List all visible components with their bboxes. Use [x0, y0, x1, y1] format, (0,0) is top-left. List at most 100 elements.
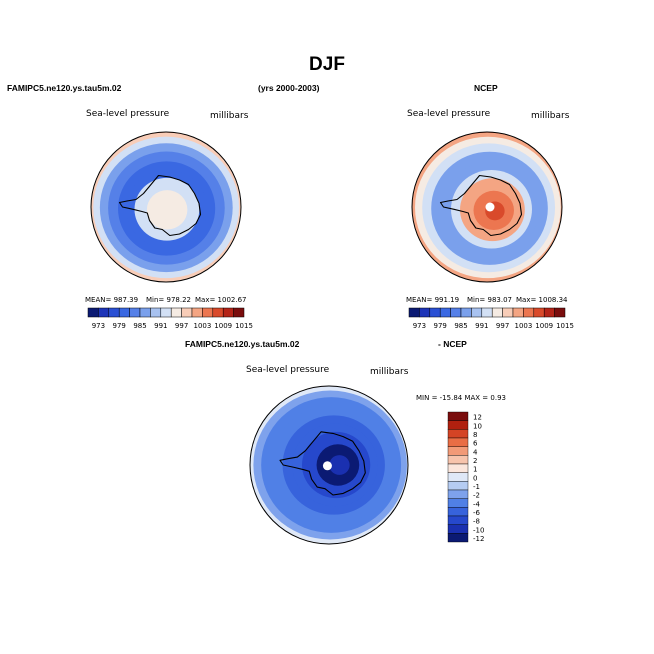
- pole-missing-data: [485, 202, 495, 212]
- map-panel2: [411, 131, 563, 283]
- colorbar-swatch: [439, 307, 451, 318]
- map-boundary: [249, 385, 409, 545]
- colorbar-tick-label: 979: [434, 322, 447, 330]
- colorbar-tick-label: 985: [454, 322, 467, 330]
- colorbar-tick-label: 0: [473, 474, 477, 482]
- colorbar-tick-label: -8: [473, 518, 480, 526]
- map-panel3: [249, 385, 409, 545]
- colorbar-swatch: [447, 498, 469, 508]
- colorbar-swatch: [554, 307, 566, 318]
- colorbar-swatch: [212, 307, 224, 318]
- panel1-variable-title: Sea-level pressure: [86, 109, 170, 119]
- panel2-variable-title: Sea-level pressure: [407, 109, 491, 119]
- colorbar-swatch: [447, 420, 469, 430]
- colorbar-swatch: [543, 307, 555, 318]
- colorbar-swatch: [150, 307, 162, 318]
- colorbar-swatch: [447, 515, 469, 525]
- panel2-min: Min= 983.07: [467, 296, 513, 304]
- colorbar-tick-label: -1: [473, 483, 480, 491]
- colorbar-swatch: [447, 446, 469, 456]
- colorbar-swatch: [533, 307, 545, 318]
- panel1-max: Max= 1002.67: [195, 296, 247, 304]
- colorbar-swatch: [491, 307, 503, 318]
- colorbar-panel1: 973 979 985 991 997 1003 1009 1015: [87, 307, 253, 330]
- colorbar-swatch: [447, 411, 469, 421]
- field-layer: [412, 132, 562, 282]
- map-boundary: [411, 131, 563, 283]
- colorbar-tick-label: -4: [473, 500, 481, 508]
- colorbar-tick-label: 8: [473, 431, 477, 439]
- colorbar-swatch: [447, 524, 469, 534]
- figure-title: DJF: [309, 54, 345, 75]
- colorbar-swatch: [502, 307, 514, 318]
- panel2-max: Max= 1008.34: [516, 296, 568, 304]
- colorbar-swatch: [512, 307, 524, 318]
- colorbar-tick-label: 973: [92, 322, 105, 330]
- colorbar-tick-label: 2: [473, 457, 477, 465]
- colorbar-tick-label: 1003: [193, 322, 211, 330]
- colorbar-swatch: [523, 307, 535, 318]
- colorbar-tick-label: 997: [496, 322, 509, 330]
- colorbar-tick-label: -2: [473, 492, 480, 500]
- colorbar-swatch: [222, 307, 234, 318]
- panel1-min: Min= 978.22: [146, 296, 192, 304]
- map-panel1: [90, 131, 242, 283]
- colorbar-swatch: [118, 307, 130, 318]
- panel2-obs-name: NCEP: [474, 83, 498, 93]
- colorbar-swatch: [170, 307, 182, 318]
- panel1-units: millibars: [210, 111, 249, 121]
- colorbar-tick-label: 1015: [235, 322, 253, 330]
- panel2-units: millibars: [531, 111, 570, 121]
- colorbar-swatch: [233, 307, 245, 318]
- colorbar-swatch: [450, 307, 462, 318]
- colorbar-swatch: [139, 307, 151, 318]
- colorbar-tick-label: 12: [473, 414, 482, 422]
- colorbar-swatch: [447, 533, 469, 543]
- field-layer: [91, 132, 241, 282]
- panel1-model-name: FAMIPC5.ne120.ys.tau5m.02: [7, 83, 122, 93]
- colorbar-swatch: [181, 307, 193, 318]
- colorbar-tick-label: 1015: [556, 322, 574, 330]
- colorbar-swatch: [129, 307, 141, 318]
- colorbar-tick-label: -12: [473, 535, 484, 543]
- colorbar-tick-label: 973: [413, 322, 426, 330]
- colorbar-swatch: [447, 455, 469, 465]
- colorbar-swatch: [471, 307, 483, 318]
- colorbar-swatch: [419, 307, 431, 318]
- pole-missing-data: [322, 461, 332, 471]
- colorbar-tick-label: 1009: [214, 322, 232, 330]
- colorbar-tick-label: 979: [113, 322, 126, 330]
- colorbar-swatch: [481, 307, 493, 318]
- colorbar-swatch: [447, 437, 469, 447]
- colorbar-swatch: [447, 472, 469, 482]
- colorbar-tick-label: 997: [175, 322, 188, 330]
- field-layer: [250, 386, 408, 544]
- diff-suffix: - NCEP: [438, 339, 467, 349]
- colorbar-tick-label: 6: [473, 440, 478, 448]
- colorbar-swatch: [447, 489, 469, 499]
- colorbar-swatch: [98, 307, 110, 318]
- colorbar-tick-label: 4: [473, 448, 478, 456]
- years-label: (yrs 2000-2003): [258, 83, 320, 93]
- colorbar-tick-label: 991: [475, 322, 488, 330]
- colorbar-tick-label: 1: [473, 466, 477, 474]
- panel3-range: MIN = -15.84 MAX = 0.93: [416, 394, 506, 402]
- colorbar-tick-label: 985: [133, 322, 146, 330]
- panel2-mean: MEAN= 991.19: [406, 296, 460, 304]
- panel3-units: millibars: [370, 367, 409, 377]
- coastline-antarctica: [118, 174, 202, 237]
- colorbar-swatch: [202, 307, 214, 318]
- colorbar-swatch: [447, 481, 469, 491]
- field-contour-band: [157, 200, 178, 220]
- panel1-mean: MEAN= 987.39: [85, 296, 139, 304]
- colorbar-tick-label: -10: [473, 526, 484, 534]
- field-contour-band: [329, 455, 350, 475]
- colorbar-tick-label: 1003: [514, 322, 532, 330]
- colorbar-swatch: [191, 307, 203, 318]
- colorbar-swatch: [460, 307, 472, 318]
- map-boundary: [90, 131, 242, 283]
- colorbar-panel2: 973 979 985 991 997 1003 1009 1015: [408, 307, 574, 330]
- coastline-antarctica: [439, 174, 523, 237]
- colorbar-swatch: [429, 307, 441, 318]
